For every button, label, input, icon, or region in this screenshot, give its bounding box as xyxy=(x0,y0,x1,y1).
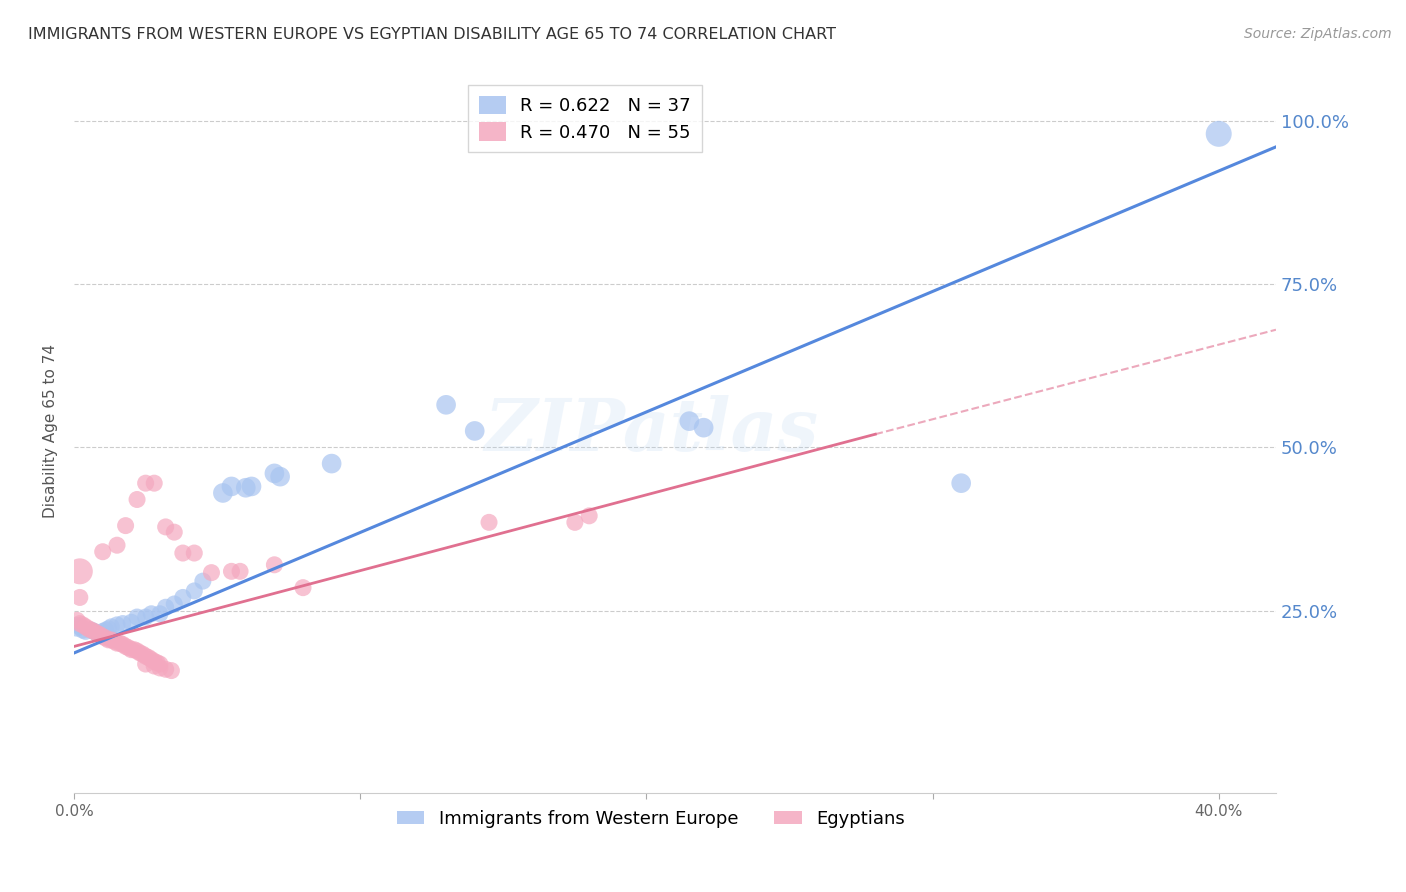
Point xyxy=(108,636,131,650)
Point xyxy=(77,622,100,636)
Point xyxy=(229,565,252,579)
Point xyxy=(263,467,285,481)
Y-axis label: Disability Age 65 to 74: Disability Age 65 to 74 xyxy=(44,344,58,518)
Point xyxy=(149,661,172,675)
Point xyxy=(114,518,136,533)
Point xyxy=(100,620,122,634)
Point xyxy=(66,613,89,627)
Point xyxy=(143,476,166,491)
Point xyxy=(155,600,177,615)
Point xyxy=(183,546,205,560)
Point xyxy=(80,623,103,637)
Point xyxy=(135,476,157,491)
Point xyxy=(200,566,222,580)
Point xyxy=(135,610,157,624)
Point xyxy=(91,545,114,559)
Point xyxy=(478,516,501,530)
Point xyxy=(125,610,148,624)
Legend: Immigrants from Western Europe, Egyptians: Immigrants from Western Europe, Egyptian… xyxy=(389,803,912,835)
Point xyxy=(221,565,243,579)
Text: Source: ZipAtlas.com: Source: ZipAtlas.com xyxy=(1244,27,1392,41)
Point xyxy=(94,631,117,645)
Point xyxy=(97,622,120,636)
Point xyxy=(155,662,177,676)
Point xyxy=(160,664,183,678)
Point xyxy=(83,624,105,639)
Point xyxy=(97,632,120,647)
Point xyxy=(80,623,103,637)
Point xyxy=(141,607,163,621)
Point xyxy=(240,479,263,493)
Text: IMMIGRANTS FROM WESTERN EUROPE VS EGYPTIAN DISABILITY AGE 65 TO 74 CORRELATION C: IMMIGRANTS FROM WESTERN EUROPE VS EGYPTI… xyxy=(28,27,837,42)
Point xyxy=(172,546,194,560)
Point xyxy=(434,398,457,412)
Point xyxy=(135,649,157,664)
Point xyxy=(89,628,111,642)
Point xyxy=(69,620,91,634)
Text: ZIPatlas: ZIPatlas xyxy=(484,395,818,467)
Point xyxy=(111,637,134,651)
Point xyxy=(69,591,91,605)
Point xyxy=(75,620,97,634)
Point xyxy=(321,457,343,471)
Point xyxy=(678,414,700,428)
Point xyxy=(149,607,172,621)
Point xyxy=(86,626,108,640)
Point xyxy=(191,574,214,588)
Point xyxy=(135,657,157,671)
Point xyxy=(94,623,117,637)
Point xyxy=(114,640,136,654)
Point xyxy=(125,644,148,658)
Point xyxy=(89,626,111,640)
Point xyxy=(86,626,108,640)
Point xyxy=(235,481,257,495)
Point xyxy=(163,597,186,611)
Point xyxy=(72,623,94,637)
Point xyxy=(141,652,163,666)
Point xyxy=(1208,127,1230,141)
Point xyxy=(120,642,142,657)
Point xyxy=(564,516,586,530)
Point xyxy=(172,591,194,605)
Point xyxy=(143,655,166,669)
Point xyxy=(122,642,145,657)
Point xyxy=(464,424,486,438)
Point xyxy=(138,650,160,665)
Point xyxy=(143,659,166,673)
Point xyxy=(66,620,89,634)
Point xyxy=(103,634,125,648)
Point xyxy=(105,618,128,632)
Point xyxy=(69,616,91,631)
Point xyxy=(100,632,122,647)
Point xyxy=(132,647,155,661)
Point xyxy=(183,583,205,598)
Point xyxy=(129,646,152,660)
Point xyxy=(163,525,186,540)
Point xyxy=(292,581,315,595)
Point xyxy=(692,420,714,434)
Point xyxy=(212,486,235,500)
Point xyxy=(105,636,128,650)
Point xyxy=(221,479,243,493)
Point xyxy=(149,657,172,671)
Point xyxy=(91,630,114,644)
Point xyxy=(75,624,97,639)
Point xyxy=(125,492,148,507)
Point xyxy=(120,615,142,630)
Point xyxy=(83,624,105,639)
Point xyxy=(111,616,134,631)
Point xyxy=(105,538,128,552)
Point xyxy=(269,469,291,483)
Point xyxy=(950,476,973,491)
Point xyxy=(69,565,91,579)
Point xyxy=(117,640,139,655)
Point xyxy=(72,618,94,632)
Point xyxy=(155,520,177,534)
Point xyxy=(91,624,114,639)
Point xyxy=(146,656,169,670)
Point xyxy=(263,558,285,572)
Point xyxy=(578,508,600,523)
